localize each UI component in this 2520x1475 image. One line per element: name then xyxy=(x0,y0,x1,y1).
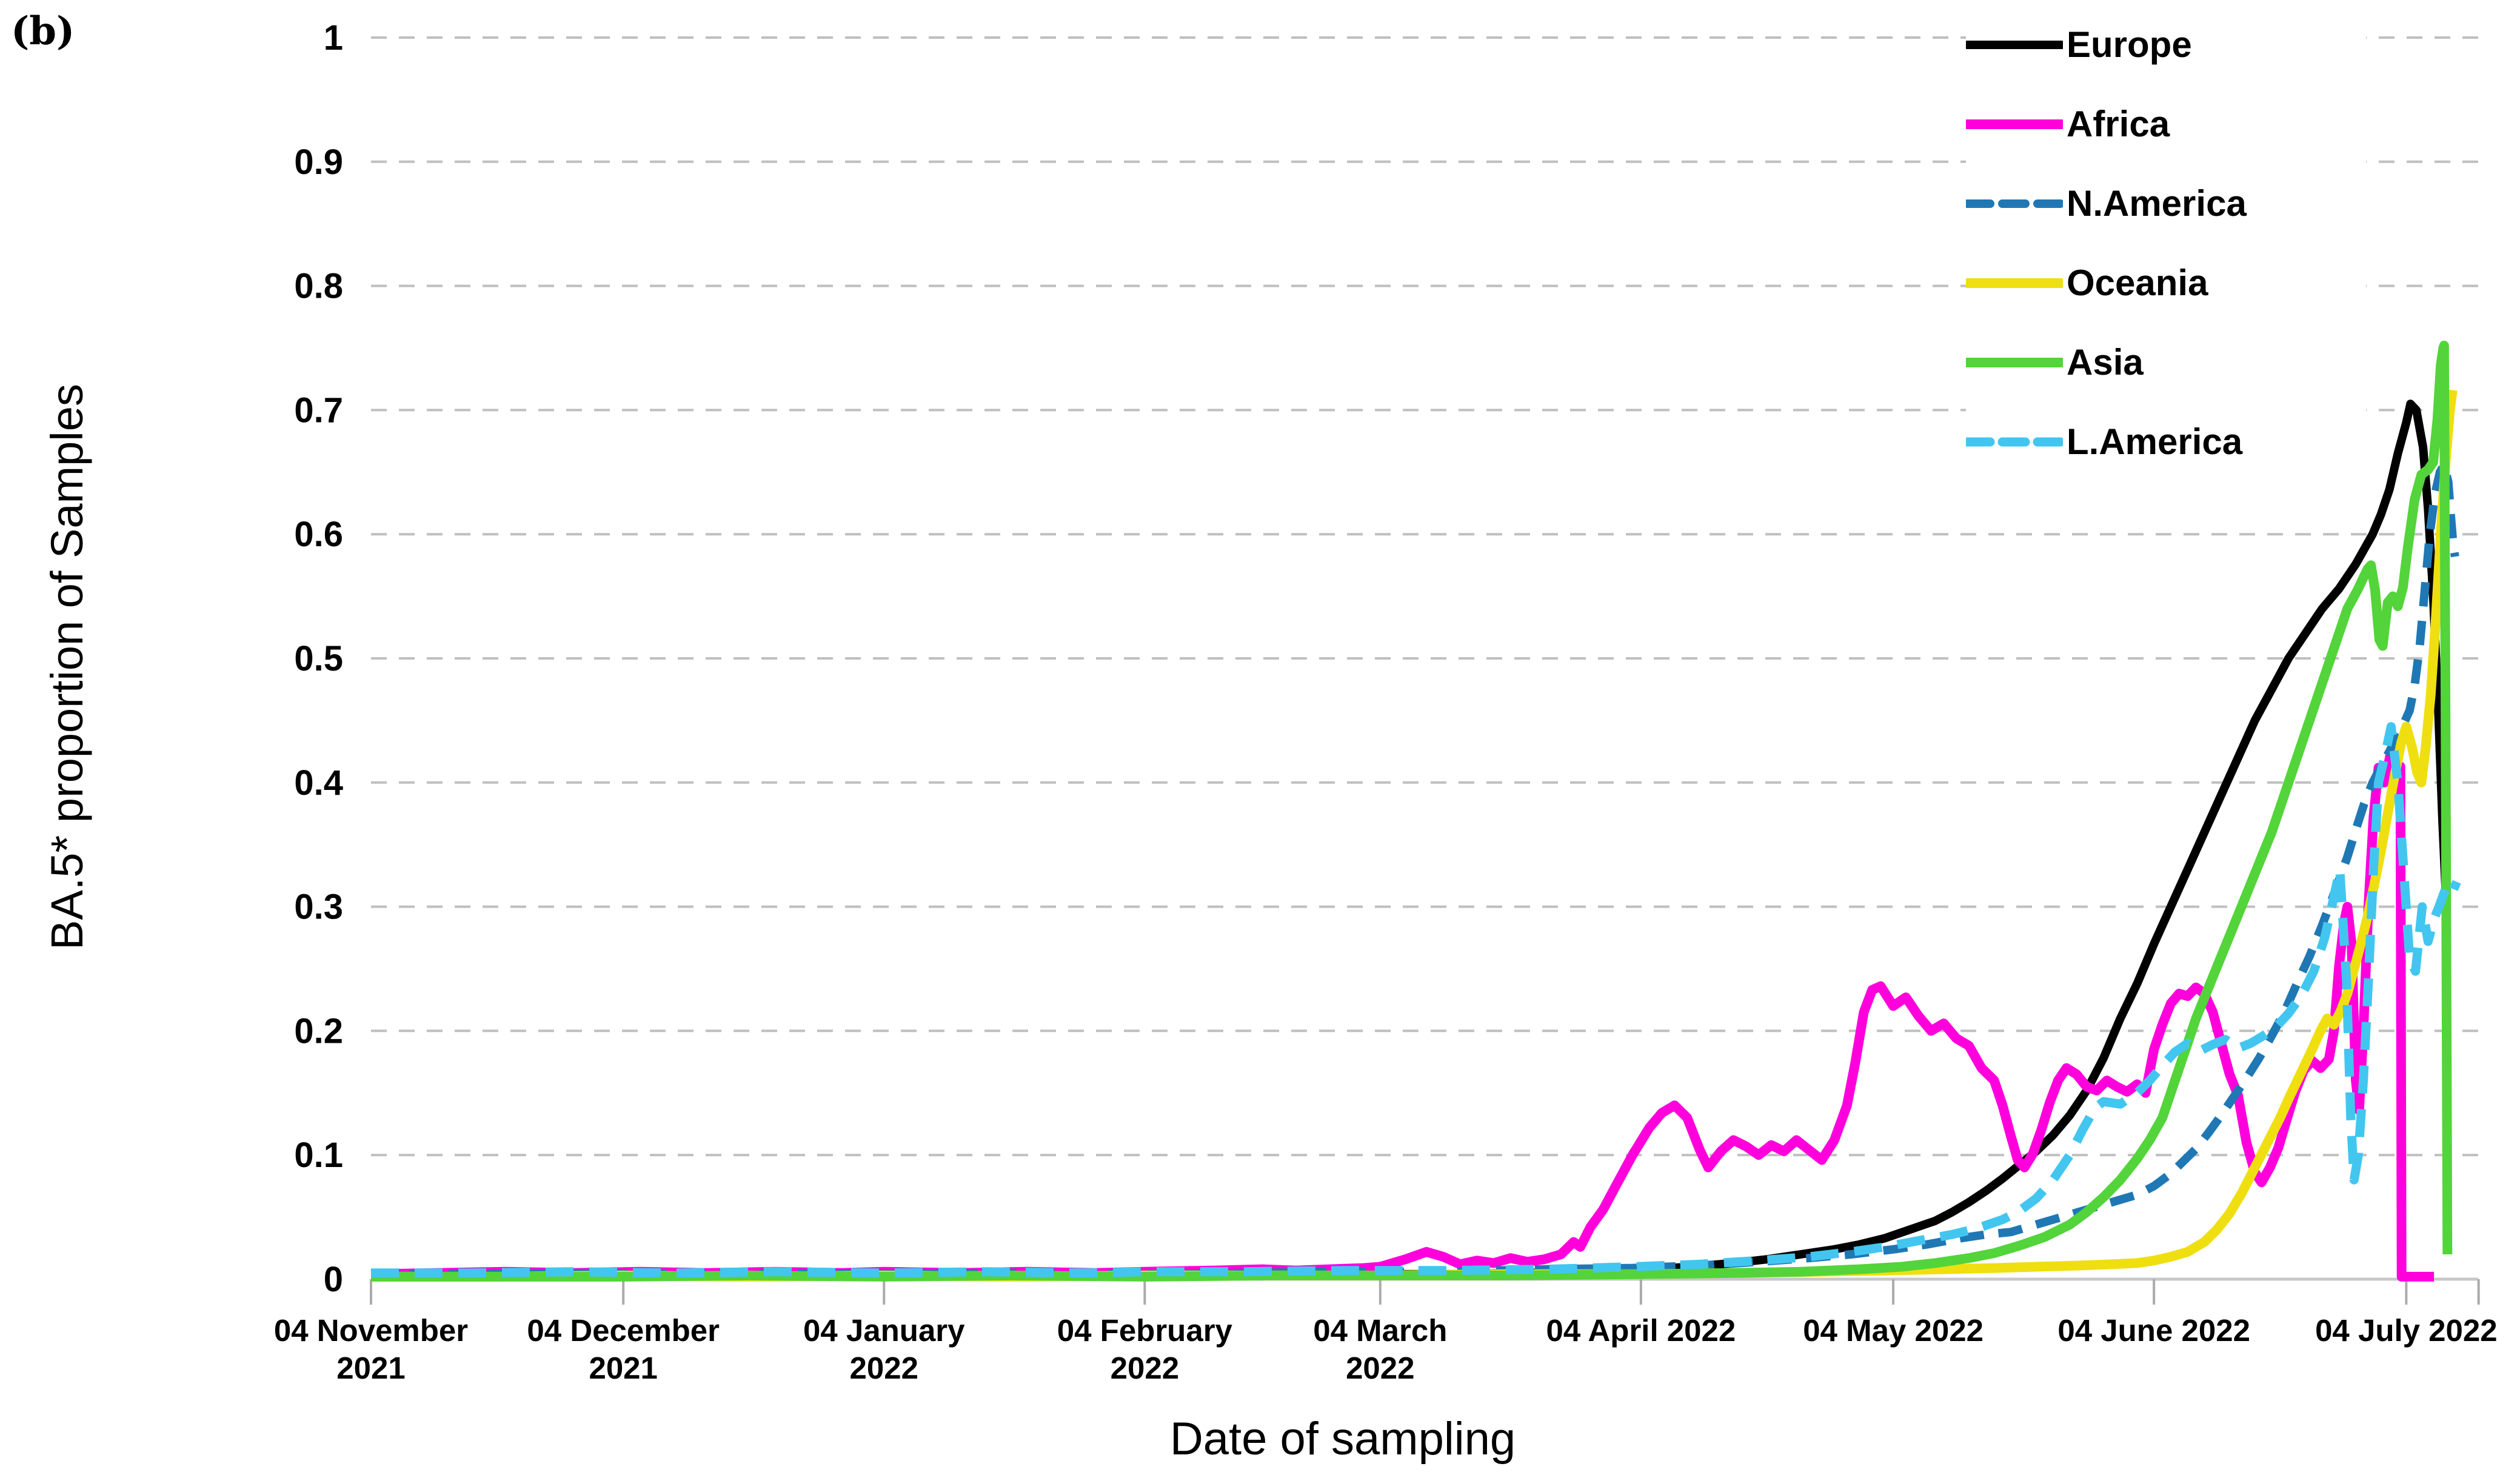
legend-label: Oceania xyxy=(2067,262,2208,303)
x-tick-label-04-january: 04 January 2022 xyxy=(803,1313,965,1385)
y-tick-label-0.5: 0.5 xyxy=(294,639,343,678)
legend-item-africa: Africa xyxy=(1966,84,2366,164)
panel-label: (b) xyxy=(11,8,75,54)
series-line-oceania xyxy=(371,389,2458,1282)
legend-item-asia: Asia xyxy=(1966,323,2366,402)
y-tick-label-0.1: 0.1 xyxy=(294,1136,343,1175)
legend-line-sample-oceania xyxy=(1966,278,2063,288)
x-tick-label-04-may-2022: 04 May 2022 xyxy=(1803,1313,1984,1348)
legend-line-sample-europe xyxy=(1966,40,2063,49)
y-tick-label-1: 1 xyxy=(324,18,343,58)
legend-line-sample-n-america xyxy=(1966,199,2063,208)
y-tick-label-0: 0 xyxy=(324,1260,343,1299)
legend-item-l-america: L.America xyxy=(1966,402,2366,481)
x-tick-label-04-june-2022: 04 June 2022 xyxy=(2057,1313,2250,1348)
x-tick-label-04-july-2022: 04 July 2022 xyxy=(2315,1313,2498,1348)
y-tick-label-0.9: 0.9 xyxy=(294,142,343,182)
series-line-l-america xyxy=(371,722,2461,1278)
y-tick-label-0.3: 0.3 xyxy=(294,888,343,927)
legend-label: Europe xyxy=(2067,24,2192,65)
x-tick-label-04-march: 04 March 2022 xyxy=(1313,1313,1447,1385)
legend-label: Africa xyxy=(2067,103,2170,144)
legend-item-europe: Europe xyxy=(1966,5,2366,84)
legend-line-sample-l-america xyxy=(1966,437,2063,446)
x-tick-label-04-november: 04 November 2021 xyxy=(274,1313,468,1385)
legend-label: N.America xyxy=(2067,182,2247,224)
y-tick-label-0.7: 0.7 xyxy=(294,390,343,430)
legend-item-oceania: Oceania xyxy=(1966,243,2366,323)
legend-line-sample-asia xyxy=(1966,357,2063,367)
y-tick-label-0.8: 0.8 xyxy=(294,267,343,306)
y-tick-label-0.6: 0.6 xyxy=(294,515,343,554)
x-tick-label-04-february: 04 February 2022 xyxy=(1057,1313,1233,1385)
x-tick-label-04-december: 04 December 2021 xyxy=(527,1313,720,1385)
legend: Europe Africa N.America Oceania Asia L.Americ… xyxy=(1966,5,2366,481)
legend-label: L.America xyxy=(2067,421,2243,462)
legend-line-sample-africa xyxy=(1966,119,2063,129)
legend-item-n-america: N.America xyxy=(1966,164,2366,243)
legend-label: Asia xyxy=(2067,341,2144,383)
series-line-asia xyxy=(371,340,2453,1282)
y-tick-label-0.2: 0.2 xyxy=(294,1011,343,1051)
x-tick-label-04-april-2022: 04 April 2022 xyxy=(1546,1313,1736,1348)
y-tick-label-0.4: 0.4 xyxy=(294,763,343,803)
x-axis-title: Date of sampling xyxy=(1169,1413,1516,1465)
